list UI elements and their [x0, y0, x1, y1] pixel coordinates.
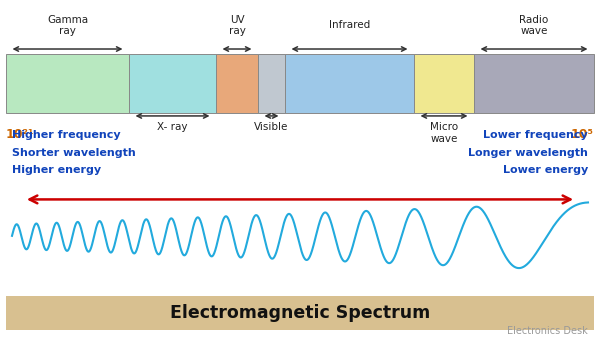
Text: X- ray: X- ray [157, 122, 188, 132]
Text: 10⁵: 10⁵ [571, 128, 594, 141]
Text: UV
ray: UV ray [229, 15, 245, 36]
Text: 10²¹: 10²¹ [6, 128, 35, 141]
Text: Gamma
ray: Gamma ray [47, 15, 88, 36]
FancyBboxPatch shape [285, 54, 414, 113]
FancyBboxPatch shape [6, 296, 594, 330]
Text: Micro
wave: Micro wave [430, 122, 458, 144]
Text: Radio
wave: Radio wave [520, 15, 548, 36]
Text: Higher frequency: Higher frequency [12, 130, 121, 140]
FancyBboxPatch shape [6, 54, 129, 113]
FancyBboxPatch shape [414, 54, 474, 113]
Text: Electronics Desk: Electronics Desk [507, 326, 588, 336]
Text: Electromagnetic Spectrum: Electromagnetic Spectrum [170, 304, 430, 322]
FancyBboxPatch shape [129, 54, 216, 113]
Text: Infrared: Infrared [329, 20, 370, 30]
FancyBboxPatch shape [216, 54, 258, 113]
Text: Higher energy: Higher energy [12, 165, 101, 175]
FancyBboxPatch shape [474, 54, 594, 113]
Text: Longer wavelength: Longer wavelength [468, 148, 588, 158]
Text: Shorter wavelength: Shorter wavelength [12, 148, 136, 158]
Text: Lower energy: Lower energy [503, 165, 588, 175]
FancyBboxPatch shape [258, 54, 285, 113]
Text: Visible: Visible [254, 122, 289, 132]
Text: Lower frequency: Lower frequency [483, 130, 588, 140]
